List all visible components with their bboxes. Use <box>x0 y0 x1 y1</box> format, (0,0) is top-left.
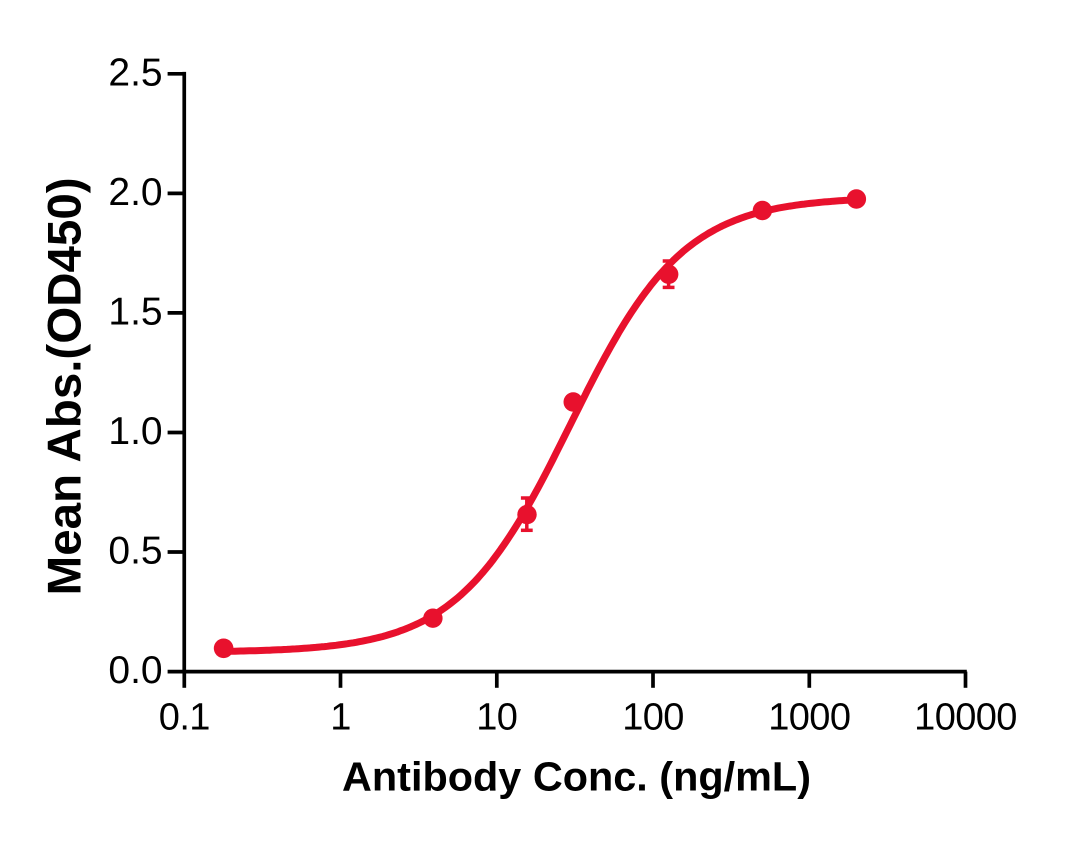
svg-text:0.0: 0.0 <box>108 649 162 692</box>
svg-text:2.0: 2.0 <box>108 171 162 214</box>
svg-text:1.5: 1.5 <box>108 290 162 333</box>
svg-text:Antibody Conc. (ng/mL): Antibody Conc. (ng/mL) <box>342 754 811 800</box>
svg-text:1000: 1000 <box>768 696 850 738</box>
svg-text:Mean Abs.(OD450): Mean Abs.(OD450) <box>39 177 92 595</box>
svg-text:100: 100 <box>622 696 684 738</box>
svg-text:1: 1 <box>330 696 351 738</box>
svg-text:0.5: 0.5 <box>108 530 162 573</box>
svg-text:1.0: 1.0 <box>108 410 162 453</box>
svg-text:0.1: 0.1 <box>159 696 210 738</box>
svg-text:10000: 10000 <box>914 696 1017 738</box>
svg-text:2.5: 2.5 <box>108 51 162 94</box>
svg-text:10: 10 <box>476 696 517 738</box>
